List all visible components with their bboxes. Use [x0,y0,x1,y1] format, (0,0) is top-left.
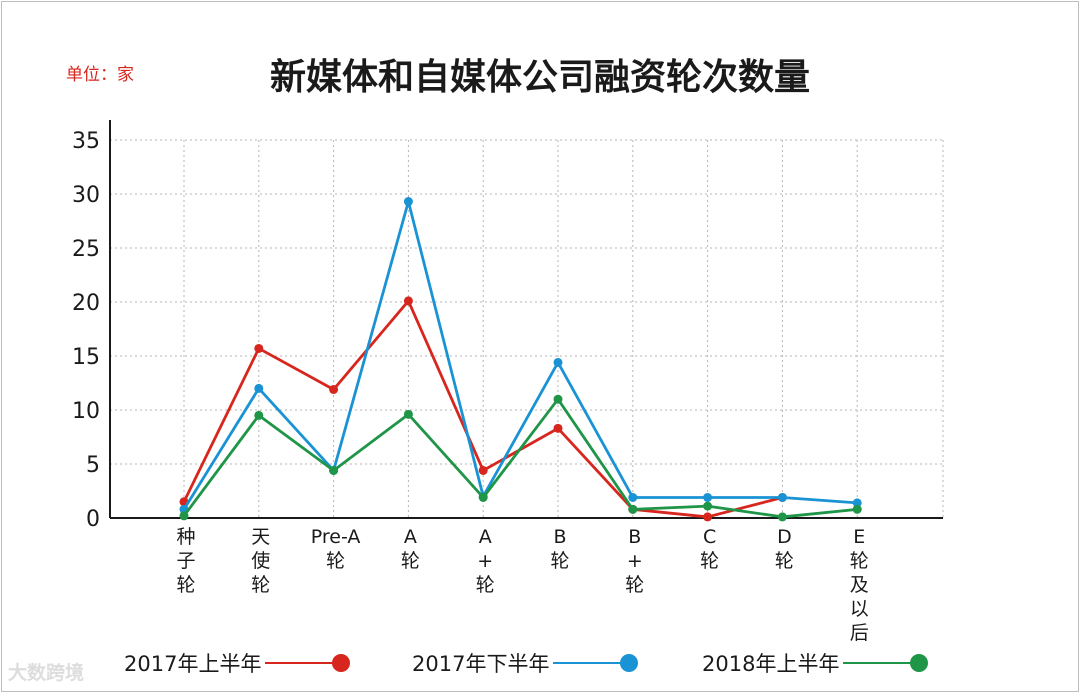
series-line-0 [182,299,783,519]
x-tick-label: 种子轮 [176,526,195,596]
legend-label-2018h1: 2018年上半年 [702,652,840,676]
x-tick-label: 天使轮 [251,526,270,596]
data-point-1-3 [403,197,413,207]
x-tick-label: Pre-A 轮 [311,526,361,572]
legend-label-2017h1: 2017年上半年 [124,652,262,676]
series-line-2 [182,397,858,519]
x-tick-label: E 轮及以后 [850,526,869,644]
y-tick-label: 25 [72,237,100,262]
legend-item-2017h2: 2017年下半年 [412,648,639,678]
data-point-2-9 [852,504,862,514]
y-tick-label: 35 [72,129,100,154]
legend-dot-2018h1 [910,654,929,672]
data-point-1-6 [628,492,638,502]
data-point-0-7 [703,512,713,522]
legend-item-2018h1: 2018年上半年 [702,648,929,678]
data-point-2-8 [777,512,787,522]
watermark-logo: 大数跨境 [8,662,85,684]
x-tick-label: B +轮 [625,526,644,596]
data-point-2-6 [628,504,638,514]
data-point-2-5 [553,394,563,404]
data-point-2-2 [329,465,339,475]
data-point-1-1 [254,383,264,393]
y-tick-label: 0 [86,507,100,532]
axes [109,120,943,519]
legend-line-2018h1 [843,662,914,664]
legend-label-2017h2: 2017年下半年 [412,652,550,676]
x-axis-labels: 种子轮 天使轮 Pre-A 轮 A 轮 A +轮 B 轮 B +轮 C 轮 D 轮 E 轮及以后 [176,526,868,644]
data-point-1-5 [553,357,563,367]
data-point-1-9 [852,498,862,508]
legend-dot-2017h2 [620,654,639,672]
legend-item-2017h1: 2017年上半年 [124,648,351,678]
grid-lines [110,139,944,518]
legend-dot-2017h1 [332,654,351,672]
data-point-0-3 [403,296,413,306]
legend-line-2017h2 [553,662,624,664]
data-point-2-7 [703,501,713,511]
y-tick-label: 15 [72,345,100,370]
data-point-2-3 [403,409,413,419]
data-point-0-2 [329,384,339,394]
x-tick-label: A +轮 [476,526,495,596]
data-point-0-4 [478,465,488,475]
series-line-1 [182,200,858,511]
legend-line-2017h1 [265,662,336,664]
y-tick-label: 30 [72,183,100,208]
series-group [179,197,862,522]
y-tick-label: 5 [86,453,100,478]
data-point-2-1 [254,410,264,420]
data-point-1-7 [703,492,713,502]
y-tick-label: 10 [72,399,100,424]
y-axis-ticks: 0 5 10 15 20 25 30 35 [72,129,100,532]
data-point-2-4 [478,492,488,502]
data-point-1-8 [777,492,787,502]
data-point-0-5 [553,423,563,433]
y-tick-label: 20 [72,291,100,316]
data-point-2-0 [179,511,189,521]
chart-title: 新媒体和自媒体公司融资轮次数量 [269,56,810,98]
data-point-0-1 [254,343,264,353]
unit-label: 单位：家 [66,65,134,85]
